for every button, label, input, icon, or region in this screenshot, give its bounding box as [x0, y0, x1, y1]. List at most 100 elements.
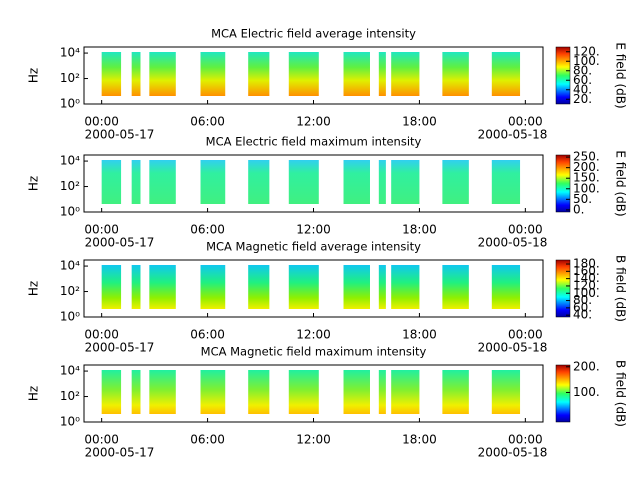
colorbar-tick-label: 140.	[573, 271, 600, 285]
spectrogram-segment	[491, 160, 521, 204]
spectrogram-segment	[131, 265, 141, 309]
colorbar	[555, 259, 571, 318]
colorbar-tick-label: 150.	[573, 171, 600, 185]
spectrogram-segment	[391, 160, 420, 204]
spectrogram-segment	[378, 160, 386, 204]
date-label: 2000-05-18	[478, 128, 548, 142]
y-tick-label: 10²	[60, 284, 80, 298]
spectrogram-segment	[149, 265, 176, 309]
x-tick-label: 00:00	[84, 115, 119, 129]
spectrogram-segment	[101, 265, 122, 309]
spectrogram-segment	[149, 52, 176, 96]
spectrogram-segment	[200, 265, 226, 309]
spectrogram-segment	[200, 160, 226, 204]
colorbar-tick-label: 60.	[573, 300, 592, 314]
spectrogram-segment	[200, 370, 226, 414]
date-label: 2000-05-18	[478, 446, 548, 460]
x-tick-label: 18:00	[402, 115, 437, 129]
spectrogram-segment	[442, 265, 469, 309]
x-tick-label: 18:00	[402, 223, 437, 237]
x-tick-label: 00:00	[84, 328, 119, 342]
spectrogram-segment	[149, 160, 176, 204]
x-tick-label: 00:00	[84, 223, 119, 237]
colorbar-tick-label: 80.	[573, 293, 592, 307]
spectrogram-segment	[248, 265, 270, 309]
spectrogram-segment	[442, 160, 469, 204]
colorbar-tick-label: 100.	[573, 54, 600, 68]
colorbar-tick-label: 0.	[573, 202, 584, 216]
spectrogram-segment	[391, 370, 420, 414]
y-tick-label: 10⁴	[60, 154, 80, 168]
spectrogram-segment	[200, 52, 226, 96]
spectrogram-segment	[491, 370, 521, 414]
spectrogram-segment	[442, 52, 469, 96]
y-axis-label: Hz	[27, 281, 41, 296]
x-tick-label: 12:00	[296, 223, 331, 237]
spectrogram-segment	[131, 160, 141, 204]
colorbar	[555, 364, 571, 423]
spectrogram-segment	[149, 370, 176, 414]
colorbar-label: B field (dB)	[614, 360, 628, 427]
panel-title: MCA Magnetic field average intensity	[206, 240, 421, 254]
date-label: 2000-05-17	[85, 341, 155, 355]
spectrogram-segment	[378, 52, 386, 96]
spectrogram-segment	[343, 160, 370, 204]
panel-title: MCA Electric field maximum intensity	[206, 135, 422, 149]
colorbar-tick-label: 100.	[573, 181, 600, 195]
x-tick-label: 12:00	[296, 328, 331, 342]
spectrogram-segment	[248, 370, 270, 414]
y-tick-label: 10⁰	[60, 415, 80, 429]
spectrogram-segment	[131, 370, 141, 414]
x-tick-label: 06:00	[190, 115, 225, 129]
spectrogram-segment	[288, 52, 319, 96]
colorbar-tick-label: 200.	[573, 160, 600, 174]
spectrogram-segment	[491, 52, 521, 96]
spectrogram-segment	[442, 370, 469, 414]
y-tick-label: 10²	[60, 389, 80, 403]
colorbar-tick-label: 60.	[573, 73, 592, 87]
x-tick-label: 06:00	[190, 328, 225, 342]
colorbar-tick-label: 120.	[573, 44, 600, 58]
colorbar	[555, 46, 571, 105]
date-label: 2000-05-17	[85, 128, 155, 142]
spectrogram-segment	[131, 52, 141, 96]
spectrogram-segment	[248, 160, 270, 204]
y-tick-label: 10⁰	[60, 205, 80, 219]
date-label: 2000-05-17	[85, 446, 155, 460]
x-tick-label: 12:00	[296, 433, 331, 447]
x-tick-label: 00:00	[508, 115, 543, 129]
y-tick-label: 10⁴	[60, 46, 80, 60]
x-tick-label: 12:00	[296, 115, 331, 129]
x-tick-label: 00:00	[508, 433, 543, 447]
colorbar-tick-label: 120.	[573, 278, 600, 292]
colorbar-label: B field (dB)	[614, 255, 628, 322]
spectrogram-segment	[343, 52, 370, 96]
spectrogram-segment	[248, 52, 270, 96]
x-tick-label: 00:00	[508, 223, 543, 237]
colorbar-tick-label: 80.	[573, 63, 592, 77]
x-tick-label: 06:00	[190, 433, 225, 447]
spectrogram-segment	[101, 52, 122, 96]
spectrogram-segment	[101, 370, 122, 414]
colorbar-tick-label: 160.	[573, 264, 600, 278]
spectrogram-segment	[343, 265, 370, 309]
x-tick-label: 00:00	[508, 328, 543, 342]
colorbar-tick-label: 40.	[573, 82, 592, 96]
colorbar-label: E field (dB)	[614, 42, 628, 108]
colorbar-label: E field (dB)	[614, 150, 628, 216]
spectrogram-segment	[343, 370, 370, 414]
colorbar-tick-label: 50.	[573, 192, 592, 206]
y-tick-label: 10⁴	[60, 259, 80, 273]
colorbar	[555, 154, 571, 213]
y-tick-label: 10²	[60, 71, 80, 85]
x-tick-label: 06:00	[190, 223, 225, 237]
x-tick-label: 00:00	[84, 433, 119, 447]
colorbar-tick-label: 200.	[573, 359, 600, 373]
y-tick-label: 10²	[60, 179, 80, 193]
y-axis-label: Hz	[27, 176, 41, 191]
x-tick-label: 18:00	[402, 328, 437, 342]
y-tick-label: 10⁰	[60, 97, 80, 111]
spectrogram-segment	[288, 265, 319, 309]
spectrogram-segment	[288, 370, 319, 414]
